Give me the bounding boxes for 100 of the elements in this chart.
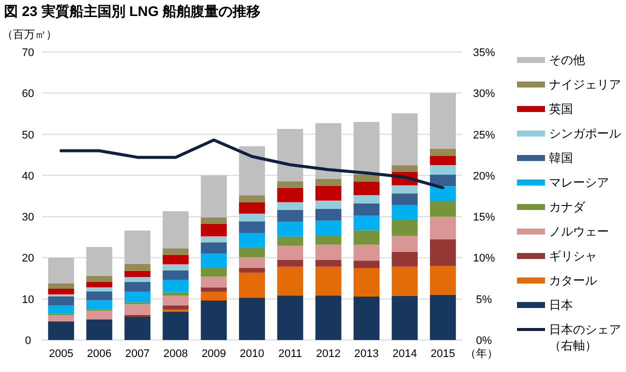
bar [200, 300, 227, 340]
bar [315, 266, 342, 296]
bar [392, 205, 418, 220]
bar [200, 254, 227, 268]
y-tick-label: 20 [22, 252, 34, 265]
bar [86, 310, 112, 320]
bar [392, 266, 418, 296]
bar [354, 216, 380, 230]
bar [239, 214, 265, 222]
bar [354, 268, 380, 296]
bar [239, 202, 265, 214]
bar [162, 264, 189, 270]
y-tick-label: 50 [22, 129, 34, 142]
y-tick-label: 40 [22, 170, 34, 182]
bar [354, 174, 380, 182]
bar [239, 195, 265, 202]
bar [277, 260, 304, 267]
bar [315, 200, 342, 209]
bar [277, 210, 304, 222]
bar [277, 222, 304, 236]
chart-title: 図 23 実質船主国別 LNG 船舶腹量の推移 [4, 3, 261, 19]
bar [315, 220, 342, 236]
bar [277, 296, 304, 340]
bar [86, 300, 112, 310]
bar [200, 276, 227, 288]
bar [430, 165, 456, 175]
bar [392, 113, 418, 166]
bar [315, 296, 342, 340]
bar [277, 188, 304, 202]
y-tick-label: 0 [24, 335, 32, 347]
legend-label: カナダ [549, 200, 586, 214]
legend-label: その他 [549, 53, 585, 67]
bar [48, 296, 74, 306]
bar [124, 230, 150, 264]
bar [354, 244, 380, 261]
bar [430, 174, 456, 186]
y2-tick-label: 30% [472, 88, 496, 100]
bar [200, 268, 227, 277]
bar [200, 287, 227, 292]
bar [392, 185, 418, 194]
bar [162, 312, 189, 340]
x-tick-label: 2014 [392, 348, 417, 360]
legend-label: ギリシャ [549, 249, 597, 263]
bar [239, 233, 265, 248]
bar [239, 268, 265, 273]
bar [239, 298, 265, 340]
bar [239, 146, 265, 196]
y-tick-label: 10 [22, 294, 34, 306]
legend-label: カタール [549, 274, 597, 288]
bar [354, 260, 380, 268]
bar [354, 296, 380, 340]
bar [277, 128, 304, 182]
y2-tick-label: 15% [472, 212, 496, 224]
bar [315, 235, 342, 245]
y-axis-title: （百万㎥） [2, 29, 57, 41]
x-tick-label: 2008 [163, 348, 188, 360]
bar [392, 252, 418, 267]
bar [86, 282, 112, 288]
y2-tick-label: 10% [472, 252, 496, 265]
bar [354, 195, 380, 204]
y-tick-label: 30 [22, 212, 34, 224]
bar [277, 246, 304, 260]
x-axis-title: （年） [465, 348, 498, 360]
bar [315, 208, 342, 221]
legend-label: シンガポール [549, 126, 621, 140]
bar [239, 272, 265, 298]
bar [124, 316, 150, 340]
bar [430, 266, 456, 295]
bar [48, 288, 74, 294]
bar [86, 276, 112, 282]
bar [162, 296, 189, 306]
x-tick-label: 2007 [125, 348, 150, 360]
x-tick-label: 2011 [278, 348, 302, 360]
bar [392, 194, 418, 206]
bar [162, 254, 189, 264]
line-series [60, 138, 444, 190]
bar [162, 248, 189, 255]
bar [124, 277, 150, 282]
bar [124, 270, 150, 278]
x-tick-label: 2009 [202, 348, 226, 360]
bar [354, 203, 380, 216]
bar [430, 200, 456, 217]
x-tick-label: 2015 [430, 348, 456, 360]
legend-label: マレーシア [549, 176, 609, 190]
bar [200, 236, 227, 242]
bar [162, 305, 189, 310]
legend-label: 日本 [549, 298, 573, 312]
bar [392, 236, 418, 252]
y2-tick-label: 0% [476, 335, 492, 347]
bar [124, 292, 150, 302]
bar [277, 266, 304, 296]
bar [430, 156, 456, 166]
bar [124, 304, 150, 315]
bar [354, 230, 380, 245]
y2-tick-label: 25% [472, 129, 496, 142]
bar [239, 247, 265, 258]
bar [430, 148, 456, 156]
bar [162, 270, 189, 280]
y2-tick-label: 35% [472, 47, 496, 59]
bar [392, 219, 418, 236]
